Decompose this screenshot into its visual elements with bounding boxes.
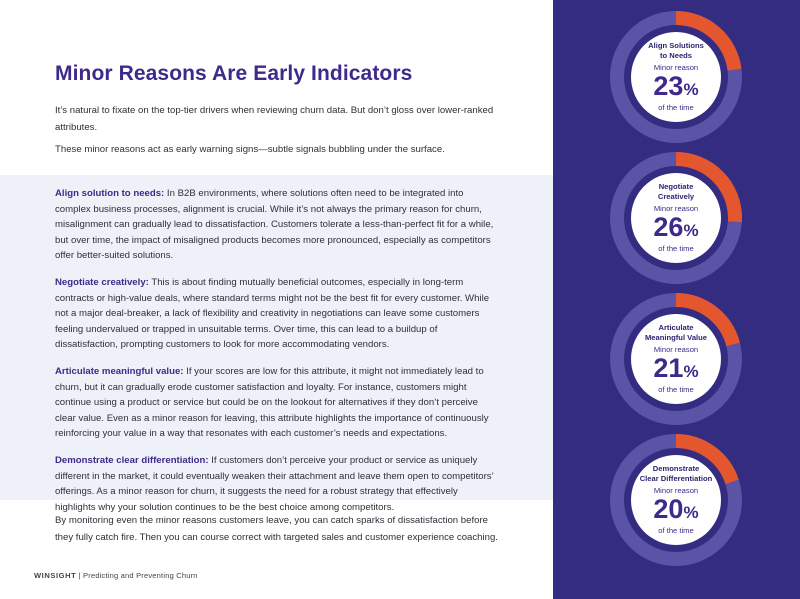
progress-ring [610,152,742,284]
stat-articulate: Articulate Meaningful Value Minor reason … [610,293,742,425]
stat-subtitle: Minor reason [653,486,699,495]
stat-content: Demonstrate Clear Differentiation Minor r… [632,456,720,544]
stats-sidebar: Align Solutions to Needs Minor reason 23%… [553,0,800,599]
reasons-list: Align solution to needs: In B2B environm… [55,186,497,526]
stat-subtitle: Minor reason [653,345,699,354]
footer: WINSIGHT | Predicting and Preventing Chu… [34,571,198,580]
outro-paragraph: By monitoring even the minor reasons cus… [55,515,498,543]
reasons-band [0,175,553,500]
reason-negotiate: Negotiate creatively: This is about find… [55,275,497,353]
ring-arc [610,11,742,143]
stat-value: 26% [653,212,699,242]
stat-value: 23% [653,71,699,101]
stat-foot: of the time [658,244,694,253]
stat-negotiate: Negotiate Creatively Minor reason 26% of … [610,152,742,284]
stat-value: 20% [653,494,699,524]
stat-title: Demonstrate Clear Differentiation [639,464,713,483]
stat-content: Negotiate Creatively Minor reason 26% of … [632,174,720,262]
progress-ring [610,11,742,143]
progress-ring [610,434,742,566]
reason-heading: Align solution to needs: [55,188,165,199]
ring-arc [610,434,742,566]
stat-foot: of the time [658,385,694,394]
stat-subtitle: Minor reason [653,63,699,72]
stat-foot: of the time [658,526,694,535]
stat-title: Negotiate Creatively [657,182,695,201]
reason-body: If customers don’t perceive your product… [55,454,494,513]
footer-doc-title: Predicting and Preventing Churn [83,571,198,580]
ring-center [631,32,721,122]
intro-paragraph-2: These minor reasons act as early warning… [55,144,445,155]
reason-body: This is about finding mutually beneficia… [55,276,490,351]
stat-content: Align Solutions to Needs Minor reason 23%… [632,33,720,121]
ring-arc [610,152,742,284]
reason-differentiate: Demonstrate clear differentiation: If cu… [55,453,497,515]
progress-ring [610,293,742,425]
reason-align: Align solution to needs: In B2B environm… [55,186,497,264]
page-title: Minor Reasons Are Early Indicators [55,62,413,85]
reason-body: If your scores are low for this attribut… [55,365,489,440]
stat-foot: of the time [658,103,694,112]
stat-title: Align Solutions to Needs [648,41,704,60]
stat-content: Articulate Meaningful Value Minor reason … [632,315,720,403]
intro-paragraph: It’s natural to fixate on the top-tier d… [55,105,494,133]
ring-center [631,314,721,404]
stat-differentiate: Demonstrate Clear Differentiation Minor r… [610,434,742,566]
ring-arc [610,293,742,425]
stat-subtitle: Minor reason [653,204,699,213]
stat-value: 21% [653,353,699,383]
reason-heading: Demonstrate clear differentiation: [55,454,209,466]
footer-separator: | [78,571,81,580]
ring-center [631,455,721,545]
footer-brand: WINSIGHT [34,571,77,580]
ring-center [631,173,721,263]
stat-title: Articulate Meaningful Value [644,323,708,342]
reason-articulate: Articulate meaningful value: If your sco… [55,364,497,442]
reason-heading: Negotiate creatively: [55,276,149,288]
reason-heading: Articulate meaningful value: [55,365,184,377]
stat-align: Align Solutions to Needs Minor reason 23%… [610,11,742,143]
reason-body: In B2B environments, where solutions oft… [55,188,494,262]
